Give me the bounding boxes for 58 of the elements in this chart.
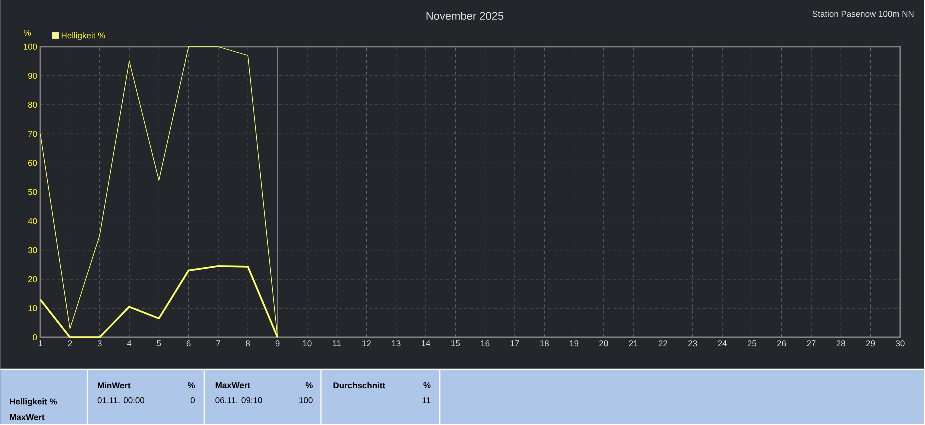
- x-tick-label: 21: [629, 340, 638, 346]
- legend-label: Helligkeit %: [62, 32, 106, 40]
- y-tick-label: 80: [28, 102, 38, 108]
- text: Durchschnitt: [334, 382, 386, 389]
- y-tick-label: 70: [28, 131, 38, 138]
- text: %: [424, 382, 431, 388]
- y-tick-label: 10: [28, 305, 38, 312]
- text: %: [188, 382, 196, 388]
- text: MaxWert: [216, 382, 250, 388]
- x-tick-label: 10: [303, 340, 312, 347]
- x-tick-label: 29: [866, 340, 876, 347]
- x-tick-label: 14: [422, 340, 430, 346]
- x-tick-label: 6: [186, 340, 191, 347]
- x-tick-label: 18: [540, 340, 549, 347]
- x-tick-label: 20: [600, 340, 608, 347]
- x-tick-label: 17: [510, 340, 520, 346]
- x-tick-label: 2: [68, 340, 72, 346]
- x-tick-label: 28: [836, 340, 846, 347]
- x-tick-label: 4: [127, 340, 132, 346]
- x-tick-label: 16: [481, 340, 490, 347]
- x-tick-label: 15: [452, 340, 460, 346]
- y-tick-label: 30: [28, 247, 38, 254]
- y-tick-label: 50: [28, 189, 38, 196]
- y-tick-label: 60: [28, 160, 38, 166]
- x-tick-label: 13: [392, 340, 401, 347]
- text: 11: [422, 398, 431, 404]
- x-tick-label: 22: [658, 340, 668, 346]
- text: Helligkeit %: [10, 398, 58, 406]
- x-tick-label: 8: [246, 340, 250, 347]
- y-tick-label: 90: [28, 72, 38, 79]
- text: MaxWert: [10, 414, 45, 420]
- x-tick-label: 11: [333, 340, 342, 346]
- y-tick-label: 40: [28, 218, 38, 224]
- x-tick-label: 9: [276, 340, 280, 347]
- x-tick-label: 1: [38, 340, 42, 346]
- x-tick-label: 26: [778, 340, 786, 347]
- chart-title: November 2025: [426, 12, 504, 20]
- x-tick-label: 7: [216, 340, 220, 346]
- text: MinWert: [98, 382, 131, 389]
- text: %: [306, 382, 313, 388]
- x-tick-label: 3: [98, 340, 102, 347]
- text: 01.11. 00:00: [98, 397, 145, 404]
- text: 100: [300, 397, 313, 404]
- x-tick-label: 19: [570, 340, 579, 347]
- y-tick-label: 100: [24, 44, 38, 50]
- chart-subtitle: Station Pasenow 100m NN: [812, 10, 914, 18]
- y-tick-label: 20: [28, 276, 38, 282]
- x-tick-label: 25: [748, 340, 757, 347]
- text: 06.11. 09:10: [216, 397, 262, 404]
- x-tick-label: 12: [362, 340, 372, 346]
- x-tick-label: 5: [157, 340, 162, 346]
- x-tick-label: 23: [688, 340, 698, 347]
- y-tick-label: 0: [33, 334, 38, 341]
- y-axis-title: %: [24, 30, 32, 36]
- text: 0: [190, 397, 195, 404]
- x-tick-label: 24: [718, 340, 728, 346]
- x-tick-label: 27: [807, 340, 816, 346]
- x-tick-label: 30: [896, 340, 905, 347]
